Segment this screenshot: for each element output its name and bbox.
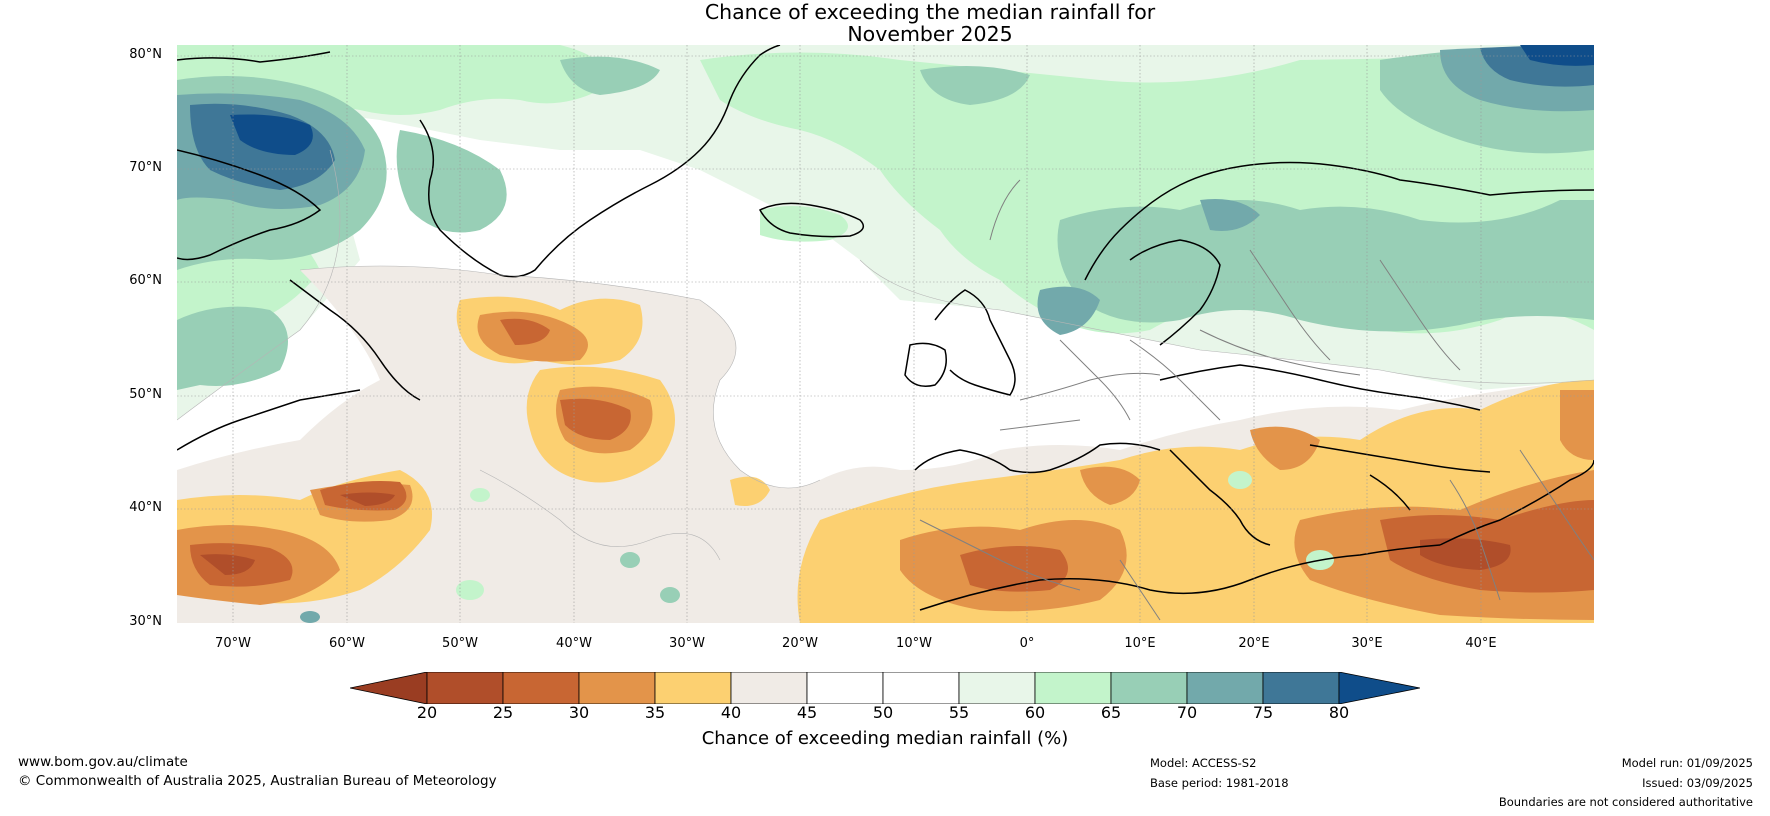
lon-label-20e: 20°E bbox=[1238, 636, 1270, 651]
lon-label-0: 0° bbox=[1019, 636, 1035, 651]
colorbar-tick-80: 80 bbox=[1328, 703, 1350, 722]
lon-label-30e: 30°E bbox=[1351, 636, 1383, 651]
lon-label-30w: 30°W bbox=[669, 636, 705, 651]
colorbar-45-50 bbox=[806, 672, 884, 704]
rainfall-probability-map bbox=[177, 45, 1594, 623]
colorbar-60-65 bbox=[1034, 672, 1112, 704]
colorbar-tick-35: 35 bbox=[644, 703, 666, 722]
map-title-line-2: November 2025 bbox=[847, 22, 1013, 46]
colorbar-above-80 bbox=[1338, 672, 1420, 704]
model-name: Model: ACCESS-S2 bbox=[1150, 756, 1257, 770]
colorbar-20-25 bbox=[426, 672, 504, 704]
colorbar-70-75 bbox=[1186, 672, 1264, 704]
lon-label-40w: 40°W bbox=[556, 636, 592, 651]
contour-lines bbox=[177, 149, 1594, 561]
isolated-wet-cells bbox=[300, 471, 1334, 623]
lon-label-20w: 20°W bbox=[782, 636, 818, 651]
lat-label-80n: 80°N bbox=[129, 47, 162, 62]
lat-label-50n: 50°N bbox=[129, 387, 162, 402]
coastlines bbox=[177, 45, 1594, 611]
colorbar-35-40 bbox=[654, 672, 732, 704]
colorbar-tick-60: 60 bbox=[1024, 703, 1046, 722]
boundaries-disclaimer: Boundaries are not considered authoritat… bbox=[1498, 795, 1753, 809]
lon-label-50w: 50°W bbox=[442, 636, 478, 651]
lat-label-30n: 30°N bbox=[129, 614, 162, 629]
colorbar-40-45 bbox=[730, 672, 808, 704]
colorbar-tick-40: 40 bbox=[720, 703, 742, 722]
map-title-line-1: Chance of exceeding the median rainfall … bbox=[704, 0, 1156, 24]
lat-label-40n: 40°N bbox=[129, 500, 162, 515]
bom-website-link[interactable]: www.bom.gov.au/climate bbox=[18, 754, 188, 770]
lon-label-60w: 60°W bbox=[329, 636, 365, 651]
issued-date: Issued: 03/09/2025 bbox=[1642, 776, 1753, 790]
colorbar-tick-50: 50 bbox=[872, 703, 894, 722]
colorbar-tick-75: 75 bbox=[1252, 703, 1274, 722]
lat-label-60n: 60°N bbox=[129, 273, 162, 288]
colorbar bbox=[350, 672, 1420, 704]
colorbar-tick-30: 30 bbox=[568, 703, 590, 722]
colorbar-tick-55: 55 bbox=[948, 703, 970, 722]
colorbar-tick-70: 70 bbox=[1176, 703, 1198, 722]
colorbar-50-55 bbox=[882, 672, 960, 704]
colorbar-30-35 bbox=[578, 672, 656, 704]
wet-extreme-regions bbox=[190, 45, 1594, 190]
colorbar-55-60 bbox=[958, 672, 1036, 704]
lon-label-10e: 10°E bbox=[1124, 636, 1156, 651]
colorbar-tick-25: 25 bbox=[492, 703, 514, 722]
lat-label-70n: 70°N bbox=[129, 160, 162, 175]
colorbar-tick-45: 45 bbox=[796, 703, 818, 722]
colorbar-65-70 bbox=[1110, 672, 1188, 704]
base-period: Base period: 1981-2018 bbox=[1150, 776, 1289, 790]
model-run-date: Model run: 01/09/2025 bbox=[1621, 756, 1753, 770]
colorbar-below-20 bbox=[350, 672, 428, 704]
lon-label-40e: 40°E bbox=[1465, 636, 1497, 651]
country-borders bbox=[919, 179, 1594, 621]
copyright-notice: © Commonwealth of Australia 2025, Austra… bbox=[18, 773, 497, 789]
colorbar-75-80 bbox=[1262, 672, 1340, 704]
colorbar-25-30 bbox=[502, 672, 580, 704]
colorbar-tick-20: 20 bbox=[416, 703, 438, 722]
lon-label-70w: 70°W bbox=[215, 636, 251, 651]
lon-label-10w: 10°W bbox=[896, 636, 932, 651]
graticule bbox=[177, 45, 1594, 623]
colorbar-tick-65: 65 bbox=[1100, 703, 1122, 722]
colorbar-label: Chance of exceeding median rainfall (%) bbox=[701, 728, 1069, 749]
